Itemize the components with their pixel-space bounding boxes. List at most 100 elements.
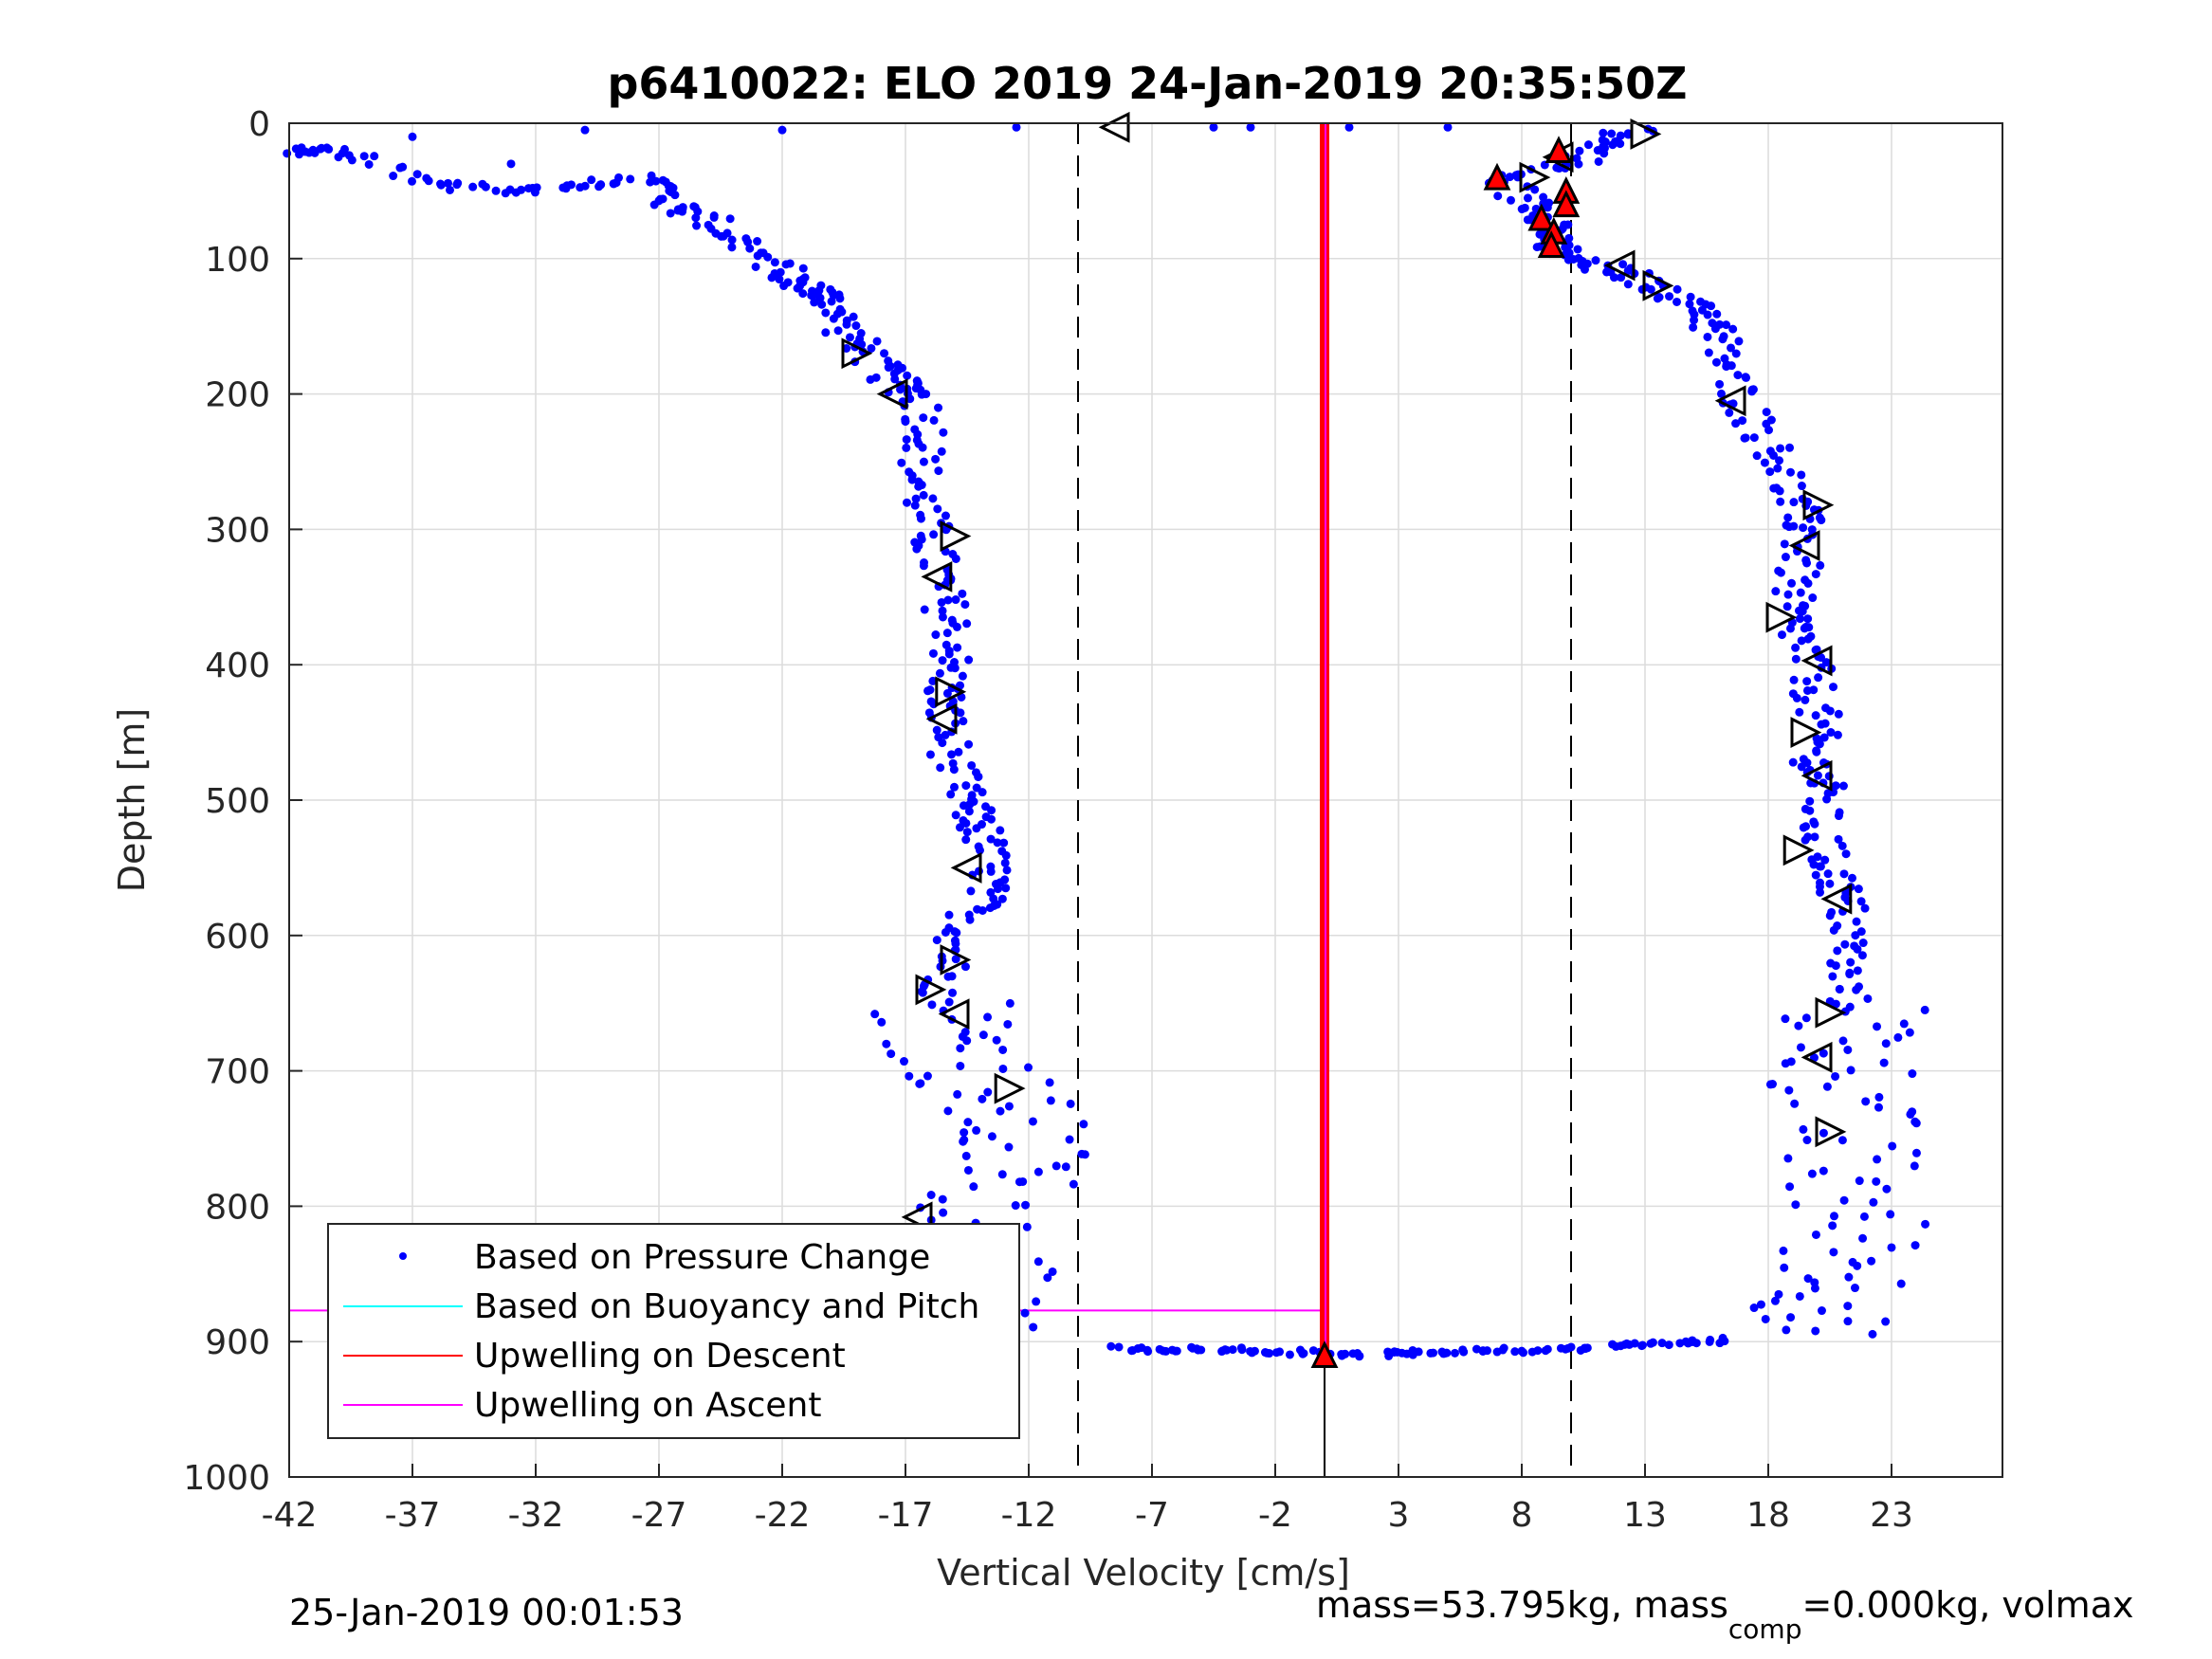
data-point: [1780, 539, 1789, 549]
data-point: [918, 443, 927, 452]
data-point: [985, 903, 995, 913]
data-point: [996, 826, 1005, 835]
data-point: [1510, 1347, 1520, 1357]
data-point: [779, 282, 789, 291]
data-point: [1801, 1013, 1811, 1023]
data-point: [727, 235, 737, 245]
triangle-marker: [1714, 385, 1746, 417]
data-point: [727, 243, 737, 252]
data-point: [1783, 513, 1793, 522]
data-point: [1775, 456, 1784, 465]
data-point: [691, 213, 701, 223]
legend-marker-pressure: [399, 1252, 407, 1260]
data-point: [923, 686, 933, 696]
data-point: [1834, 834, 1843, 844]
data-point: [953, 1089, 962, 1099]
data-point: [1776, 444, 1785, 453]
data-point: [1776, 497, 1785, 506]
data-point: [901, 417, 910, 427]
data-point: [927, 1000, 937, 1010]
legend-label-descent: Upwelling on Descent: [474, 1337, 846, 1376]
triangle-marker: [1802, 489, 1835, 521]
data-point: [1802, 677, 1812, 686]
y-tick-label: 1000: [183, 1459, 270, 1498]
y-axis-label: Depth [m]: [111, 708, 153, 893]
data-point: [955, 823, 964, 832]
data-point: [1749, 1304, 1759, 1313]
data-point: [709, 211, 719, 221]
y-tick-label: 200: [205, 376, 270, 415]
data-point: [939, 1208, 948, 1217]
data-point: [481, 182, 490, 191]
data-point: [1769, 483, 1779, 493]
data-point: [753, 251, 762, 261]
data-point: [916, 514, 925, 523]
data-point: [1505, 173, 1514, 182]
triangle-marker: [1820, 883, 1853, 915]
triangle-marker: [1630, 118, 1662, 150]
data-point: [452, 180, 462, 190]
data-point: [877, 1017, 887, 1027]
data-point: [1005, 998, 1015, 1008]
data-point: [1704, 348, 1713, 357]
data-point: [931, 630, 941, 640]
data-point: [658, 175, 667, 185]
data-point: [1607, 129, 1617, 138]
data-point: [1782, 602, 1792, 611]
data-point: [666, 209, 675, 218]
data-point: [1712, 309, 1722, 319]
data-point: [1033, 1167, 1043, 1176]
data-point: [1861, 1097, 1871, 1106]
data-point: [928, 494, 938, 503]
data-point: [436, 180, 446, 190]
data-point: [1675, 1339, 1685, 1348]
data-point: [983, 1087, 993, 1097]
data-point: [928, 648, 938, 658]
data-point: [1478, 1346, 1488, 1356]
data-point: [776, 267, 785, 277]
data-point: [1834, 709, 1843, 719]
triangle-marker: [1519, 161, 1551, 193]
legend-label-pressure: Based on Pressure Change: [474, 1238, 930, 1277]
data-point: [1574, 159, 1583, 169]
data-point: [1816, 560, 1825, 570]
data-point: [743, 237, 753, 246]
data-point: [919, 413, 928, 423]
data-point: [1833, 730, 1842, 739]
data-point: [1583, 140, 1593, 150]
data-point: [934, 403, 943, 412]
data-point: [952, 928, 961, 938]
data-point: [929, 530, 939, 539]
data-point: [1785, 467, 1795, 477]
data-point: [915, 1079, 924, 1088]
data-point: [1797, 470, 1806, 480]
data-point: [1881, 1039, 1891, 1048]
data-point: [938, 612, 947, 622]
data-point: [1785, 624, 1795, 633]
triangle-marker: [994, 1072, 1026, 1104]
data-point: [978, 905, 987, 915]
data-point: [897, 458, 906, 467]
data-point: [925, 750, 935, 759]
data-point: [1794, 1021, 1803, 1030]
data-point: [1715, 379, 1725, 389]
data-point: [849, 312, 858, 321]
data-point: [981, 812, 991, 822]
data-point: [1792, 693, 1801, 702]
data-point: [1499, 1343, 1508, 1353]
data-point: [976, 846, 985, 855]
data-point: [934, 466, 943, 476]
data-point: [1727, 343, 1736, 353]
data-point: [1155, 1344, 1164, 1354]
data-point: [937, 597, 946, 607]
triangle-marker: [1801, 759, 1833, 792]
data-point: [1910, 1117, 1920, 1126]
data-point: [1752, 451, 1762, 461]
x-tick-label: -27: [631, 1496, 687, 1535]
data-point: [1869, 1197, 1878, 1207]
data-point: [1781, 553, 1790, 562]
data-point: [670, 191, 680, 200]
x-tick-label: 23: [1870, 1496, 1913, 1535]
data-point: [1703, 310, 1712, 319]
data-point: [1731, 349, 1741, 358]
